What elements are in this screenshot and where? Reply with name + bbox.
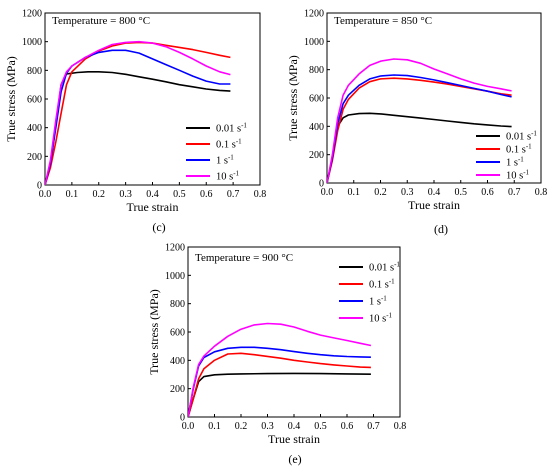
c1-x-axis-title: True strain bbox=[408, 198, 460, 212]
c0-legend-label-2: 1 s-1 bbox=[216, 154, 234, 167]
c1-x-tick-label: 0.7 bbox=[508, 187, 521, 198]
c2-x-tick-label: 0.6 bbox=[341, 421, 354, 432]
c2-y-axis-title: True stress (MPa) bbox=[147, 289, 161, 375]
c1-series-line-1 bbox=[327, 77, 512, 183]
c1-y-axis-title: True stress (MPa) bbox=[286, 55, 300, 141]
c1-legend-label-2: 1 s-1 bbox=[506, 156, 524, 169]
c0-y-tick-label: 800 bbox=[27, 66, 42, 77]
c0-legend-label-1: 0.1 s-1 bbox=[216, 138, 242, 151]
c0-x-axis-title: True strain bbox=[127, 200, 179, 214]
c2-series-line-3 bbox=[188, 322, 372, 417]
c2-x-tick-label: 0.8 bbox=[394, 421, 407, 432]
c0-y-tick-label: 600 bbox=[27, 95, 42, 106]
c2-x-tick-label: 0.1 bbox=[208, 421, 221, 432]
c0-series-line-1 bbox=[45, 41, 231, 185]
c1-y-tick-label: 0 bbox=[319, 179, 324, 190]
c1-x-tick-label: 0.6 bbox=[481, 187, 494, 198]
c2-legend-label-0: 0.01 s-1 bbox=[369, 261, 400, 274]
c2-x-axis-title: True strain bbox=[268, 432, 320, 446]
c2-x-tick-label: 0.2 bbox=[235, 421, 248, 432]
c1-x-tick-label: 0.5 bbox=[455, 187, 468, 198]
chart-panel-2: 0.0 0.1 0.2 0.3 0.4 0.5 0.6 0.7 0.8 0 200 400 600 800… bbox=[147, 243, 406, 467]
c0-x-tick-label: 0.8 bbox=[254, 189, 267, 200]
c0-x-tick-label: 0.4 bbox=[146, 189, 159, 200]
c1-legend-label-1: 0.1 s-1 bbox=[506, 143, 532, 156]
c0-legend-label-0: 0.01 s-1 bbox=[216, 122, 247, 135]
c0-x-tick-label: 0.5 bbox=[173, 189, 186, 200]
c0-panel-label: (c) bbox=[152, 220, 165, 234]
c0-y-tick-label: 200 bbox=[27, 152, 42, 163]
c2-series-line-1 bbox=[188, 352, 371, 417]
c1-series-line-3 bbox=[327, 58, 512, 183]
c2-y-tick-label: 600 bbox=[170, 328, 185, 339]
c1-x-tick-label: 0.1 bbox=[348, 187, 361, 198]
c1-x-tick-label: 0.0 bbox=[321, 187, 334, 198]
chart-panel-1: 0.0 0.1 0.2 0.3 0.4 0.5 0.6 0.7 0.8 0 200 400 600 800… bbox=[286, 9, 547, 237]
c1-series-line-0 bbox=[327, 112, 512, 183]
c0-x-tick-label: 0.3 bbox=[119, 189, 132, 200]
c1-y-tick-label: 1200 bbox=[304, 9, 324, 20]
c2-y-tick-label: 400 bbox=[170, 356, 185, 367]
c0-temperature-annotation: Temperature = 800 °C bbox=[52, 15, 150, 27]
c2-y-tick-label: 800 bbox=[170, 299, 185, 310]
c0-y-tick-label: 1000 bbox=[22, 37, 42, 48]
c2-y-tick-label: 200 bbox=[170, 384, 185, 395]
c2-x-tick-label: 0.3 bbox=[261, 421, 274, 432]
chart-panel-0: 0.0 0.1 0.2 0.3 0.4 0.5 0.6 0.7 0.8 0 200 400 600 800… bbox=[4, 9, 266, 235]
c2-y-tick-label: 1000 bbox=[165, 271, 185, 282]
c0-y-tick-label: 1200 bbox=[22, 9, 42, 20]
c0-x-tick-label: 0.7 bbox=[227, 189, 240, 200]
c1-temperature-annotation: Temperature = 850 °C bbox=[334, 15, 432, 27]
c0-y-axis-title: True stress (MPa) bbox=[4, 56, 18, 142]
c2-x-tick-label: 0.4 bbox=[288, 421, 301, 432]
c1-x-tick-label: 0.3 bbox=[401, 187, 414, 198]
c0-y-tick-label: 0 bbox=[37, 181, 42, 192]
c1-x-tick-label: 0.2 bbox=[374, 187, 387, 198]
c0-y-tick-label: 400 bbox=[27, 123, 42, 134]
c1-legend-label-3: 10 s-1 bbox=[506, 169, 530, 182]
c1-legend-label-0: 0.01 s-1 bbox=[506, 130, 537, 143]
c2-legend-label-2: 1 s-1 bbox=[369, 295, 387, 308]
c1-x-tick-label: 0.4 bbox=[428, 187, 441, 198]
c0-series-line-3 bbox=[45, 40, 231, 185]
c2-panel-label: (e) bbox=[288, 452, 301, 466]
c2-temperature-annotation: Temperature = 900 °C bbox=[195, 252, 293, 264]
c1-series-line-2 bbox=[327, 74, 512, 183]
c0-x-tick-label: 0.6 bbox=[200, 189, 213, 200]
c2-series-line-0 bbox=[188, 372, 371, 417]
c2-legend-label-1: 0.1 s-1 bbox=[369, 278, 395, 291]
c0-x-tick-label: 0.2 bbox=[93, 189, 106, 200]
c1-panel-label: (d) bbox=[434, 222, 448, 236]
c1-y-tick-label: 1000 bbox=[304, 37, 324, 48]
c2-y-tick-label: 0 bbox=[180, 413, 185, 424]
c2-x-tick-label: 0.0 bbox=[182, 421, 195, 432]
c1-x-tick-label: 0.8 bbox=[535, 187, 548, 198]
c2-legend-label-3: 10 s-1 bbox=[369, 312, 393, 325]
c1-y-tick-label: 800 bbox=[309, 65, 324, 76]
c1-y-tick-label: 200 bbox=[309, 150, 324, 161]
c2-x-tick-label: 0.7 bbox=[367, 421, 380, 432]
c0-x-tick-label: 0.0 bbox=[39, 189, 52, 200]
c1-y-tick-label: 400 bbox=[309, 122, 324, 133]
c0-legend-label-3: 10 s-1 bbox=[216, 170, 240, 183]
c2-y-tick-label: 1200 bbox=[165, 243, 185, 254]
c2-x-tick-label: 0.5 bbox=[314, 421, 327, 432]
c0-x-tick-label: 0.1 bbox=[66, 189, 79, 200]
c1-y-tick-label: 600 bbox=[309, 94, 324, 105]
c0-series-line-2 bbox=[45, 49, 231, 185]
